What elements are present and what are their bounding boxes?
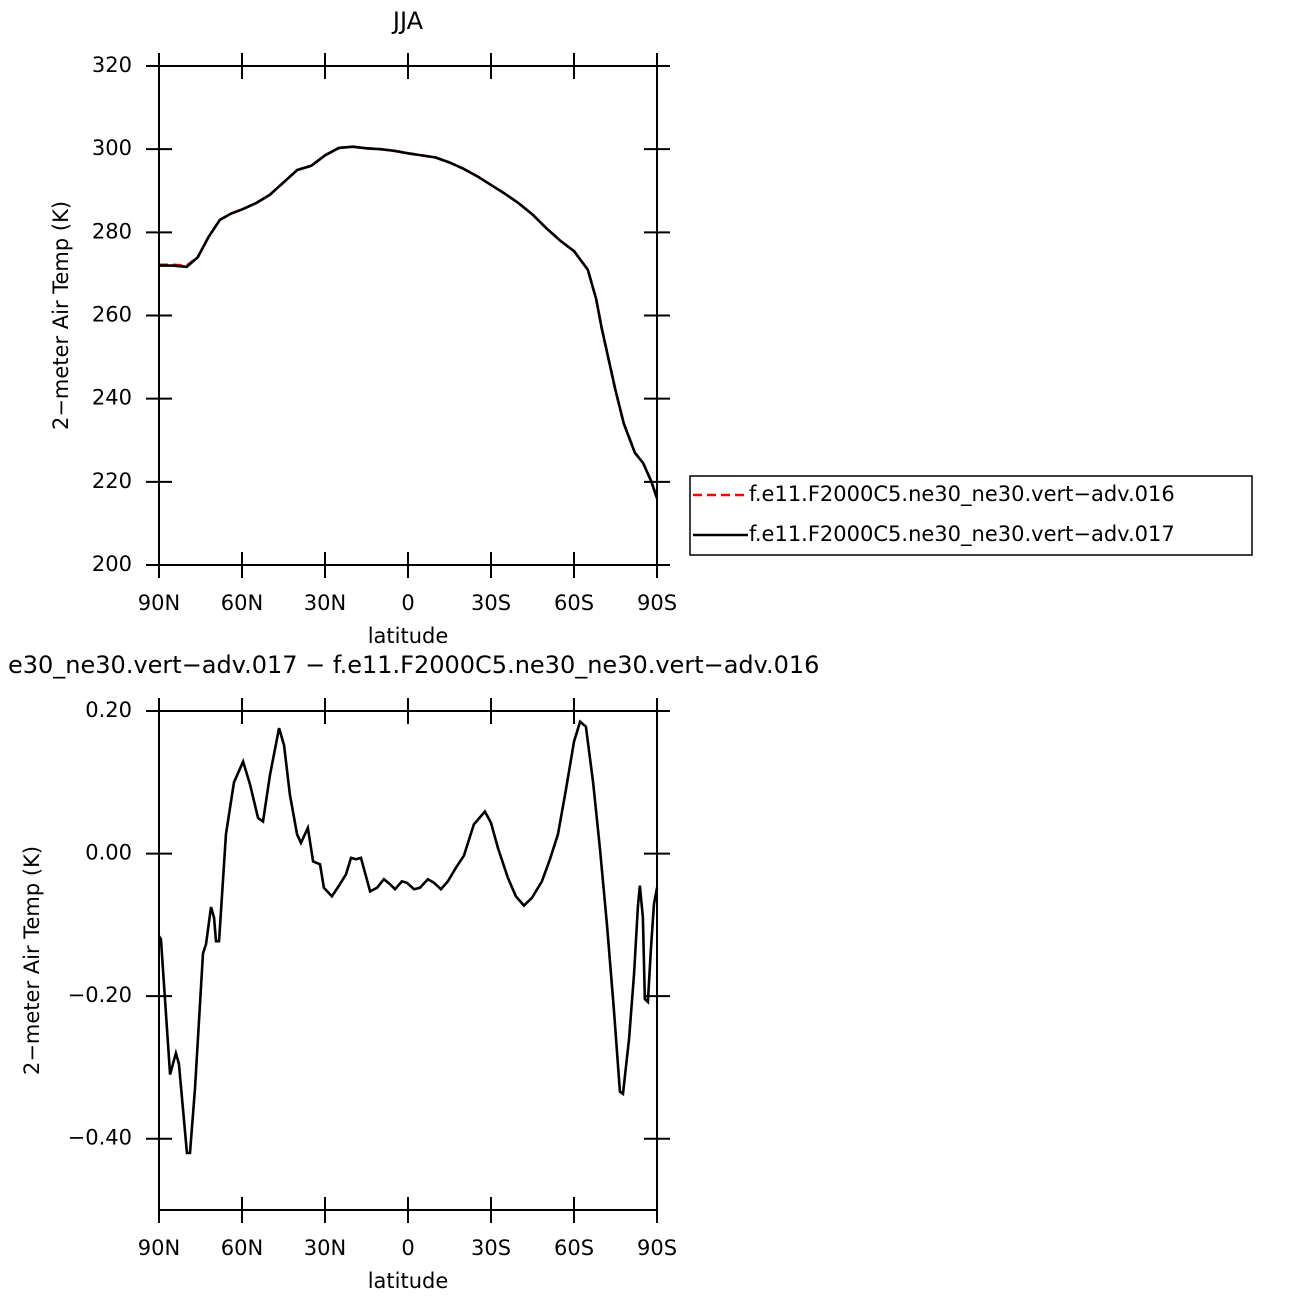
- y-tick-label: −0.40: [68, 1126, 132, 1150]
- x-tick-label: 90N: [138, 1236, 180, 1260]
- plot-frame: [158, 65, 658, 566]
- x-tick-label: 60N: [221, 591, 263, 615]
- y-tick-label: 0.00: [85, 841, 132, 865]
- y-tick-label: 280: [92, 219, 132, 243]
- x-tick-label: 90N: [138, 591, 180, 615]
- x-tick-label: 30S: [471, 591, 511, 615]
- legend-label: f.e11.F2000C5.ne30_ne30.vert−adv.016: [749, 482, 1175, 507]
- x-tick-label: 0: [401, 1236, 414, 1260]
- x-axis-label: latitude: [368, 624, 449, 648]
- x-tick-label: 60N: [221, 1236, 263, 1260]
- x-axis-label: latitude: [368, 1269, 449, 1293]
- data-line: [159, 145, 659, 499]
- x-tick-label: 90S: [637, 591, 677, 615]
- x-tick-label: 30S: [471, 1236, 511, 1260]
- y-tick-label: 240: [92, 386, 132, 410]
- x-tick-label: 90S: [637, 1236, 677, 1260]
- y-axis-label: 2−meter Air Temp (K): [20, 846, 44, 1075]
- y-tick-label: 300: [92, 136, 132, 160]
- data-line: [157, 719, 659, 1155]
- x-tick-label: 30N: [304, 591, 346, 615]
- x-tick-label: 60S: [554, 591, 594, 615]
- data-line: [159, 145, 659, 499]
- y-tick-label: 220: [92, 469, 132, 493]
- plot-frame: [158, 710, 658, 1211]
- x-tick-label: 0: [401, 591, 414, 615]
- y-axis-label: 2−meter Air Temp (K): [49, 201, 73, 430]
- y-tick-label: −0.20: [68, 983, 132, 1007]
- legend-label: f.e11.F2000C5.ne30_ne30.vert−adv.017: [749, 522, 1175, 547]
- legend-box: [689, 475, 1253, 556]
- x-tick-label: 30N: [304, 1236, 346, 1260]
- chart-title: JJA: [391, 7, 424, 35]
- chart-title: e30_ne30.vert−adv.017 − f.e11.F2000C5.ne…: [8, 651, 819, 679]
- y-tick-label: 200: [92, 552, 132, 576]
- y-tick-label: 320: [92, 53, 132, 77]
- x-tick-label: 60S: [554, 1236, 594, 1260]
- y-tick-label: 260: [92, 303, 132, 327]
- y-tick-label: 0.20: [85, 698, 132, 722]
